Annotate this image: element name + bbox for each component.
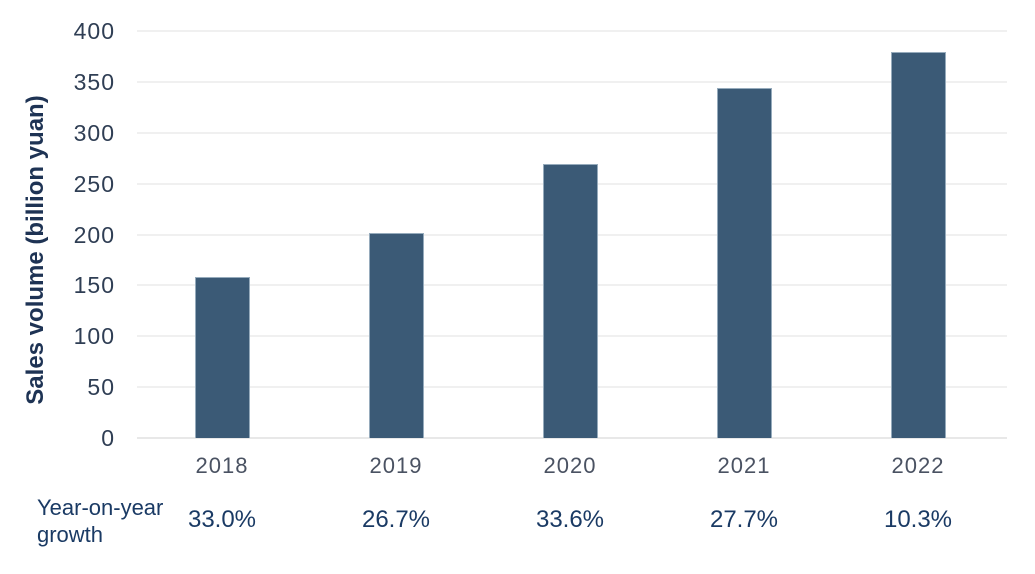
- y-tick-label: 300: [73, 119, 115, 146]
- growth-value: 33.6%: [535, 506, 605, 533]
- growth-value: 26.7%: [361, 506, 431, 533]
- bar-2020: [542, 164, 598, 438]
- growth-value: 33.0%: [187, 506, 257, 533]
- bar-2019: [368, 233, 424, 438]
- x-tick-label: 2021: [717, 453, 771, 478]
- gridline: [137, 132, 1007, 134]
- y-tick-label: 50: [87, 374, 115, 401]
- growth-value: 10.3%: [883, 506, 953, 533]
- x-tick-label: 2018: [195, 453, 249, 478]
- y-axis: 0 50 100 150 200 250 300 350 400: [0, 18, 115, 451]
- y-tick-label: 0: [101, 425, 115, 451]
- y-tick-label: 100: [73, 323, 115, 350]
- growth-row-label: Year-on-year growth: [37, 495, 164, 547]
- x-tick-label: 2022: [891, 453, 945, 478]
- gridline: [137, 30, 1007, 32]
- x-tick-label: 2020: [543, 453, 597, 478]
- y-tick-label: 200: [73, 221, 115, 248]
- y-tick-label: 400: [73, 18, 115, 44]
- bar-2018: [194, 277, 250, 438]
- growth-value: 27.7%: [709, 506, 779, 533]
- gridline: [137, 437, 1007, 439]
- gridline: [137, 81, 1007, 83]
- bar-2021: [716, 88, 772, 438]
- plot-area: [137, 30, 1007, 439]
- y-tick-label: 150: [73, 272, 115, 299]
- y-tick-label: 350: [73, 68, 115, 95]
- y-tick-label: 250: [73, 170, 115, 197]
- bar-2022: [890, 52, 946, 438]
- x-tick-label: 2019: [369, 453, 423, 478]
